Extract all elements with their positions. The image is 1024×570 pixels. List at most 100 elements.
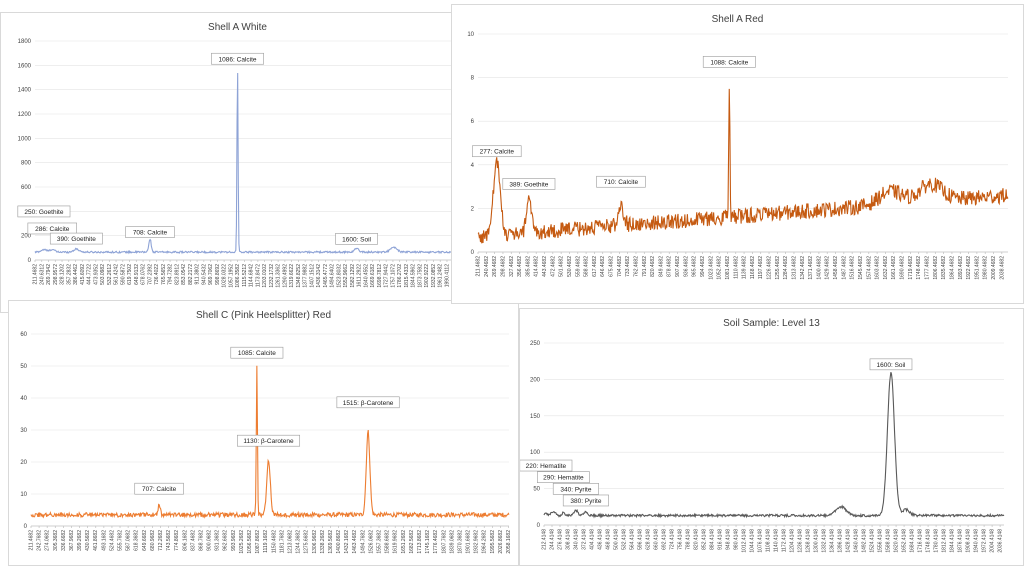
peak-annotation: 1085: Calcite: [230, 346, 284, 359]
x-tick-label: 1582.1292: [350, 264, 356, 288]
x-tick-label: 269.4682: [492, 256, 498, 277]
peak-annotation: 277: Calcite: [472, 145, 522, 158]
x-tick-label: 1932.9682: [474, 530, 480, 554]
x-tick-label: 762.4682: [633, 256, 639, 277]
y-tick-label: 20: [20, 460, 27, 466]
peak-annotation: 340: Pyrite: [552, 483, 599, 495]
x-tick-label: 618.3682: [134, 530, 140, 551]
annotation-box: [502, 178, 556, 190]
x-tick-label: 1494.6402: [330, 264, 336, 288]
x-tick-label: 274.0682: [45, 530, 51, 551]
y-tick-label: 50: [533, 487, 540, 493]
x-tick-label: 1492.4148: [862, 529, 868, 553]
x-tick-label: 675.4682: [609, 256, 615, 277]
x-tick-label: 1870.3682: [457, 530, 463, 554]
x-tick-label: 559.4682: [575, 256, 581, 277]
x-tick-label: 733.4682: [625, 256, 631, 277]
x-tick-label: 357.2832: [66, 264, 72, 285]
x-tick-label: 1661.4682: [891, 256, 897, 280]
x-tick-label: 1545.4682: [858, 256, 864, 280]
x-tick-label: 444.7722: [87, 264, 93, 285]
annotation-box: [49, 232, 103, 245]
x-tick-label: 1748.4682: [916, 256, 922, 280]
x-tick-label: 1244.3682: [296, 530, 302, 554]
series-line: [477, 88, 1009, 244]
annotation-label: 710: Calcite: [604, 179, 639, 186]
x-tick-label: 501.4682: [559, 256, 565, 277]
peak-annotation: 389: Goethite: [502, 178, 556, 190]
x-tick-label: 1557.3682: [377, 530, 383, 554]
y-tick-label: 250: [530, 341, 541, 347]
x-tick-label: 765.5652: [161, 264, 167, 285]
x-tick-label: 530.4682: [567, 256, 573, 277]
x-tick-label: 1284.4682: [783, 256, 789, 280]
x-tick-label: 1961.2482: [438, 264, 444, 288]
x-tick-label: 1168.4682: [750, 256, 756, 279]
x-tick-label: 1487.4682: [841, 256, 847, 280]
x-tick-label: 1432.1682: [344, 530, 350, 554]
x-tick-label: 1197.4682: [758, 256, 764, 279]
peak-annotation: 380: Pyrite: [562, 494, 609, 507]
annotation-box: [869, 358, 913, 371]
x-tick-label: 1204.4148: [790, 529, 796, 553]
x-tick-label: 882.2172: [188, 264, 194, 285]
x-tick-label: 588.4682: [584, 256, 590, 277]
x-tick-label: 1150.4682: [271, 530, 277, 553]
annotation-label: 1515: β-Carotene: [343, 400, 394, 407]
x-tick-label: 1338.2682: [320, 530, 326, 554]
x-tick-label: 336.6682: [61, 530, 67, 551]
chart-svg: Shell A White020040060080010001200140016…: [17, 22, 464, 288]
x-tick-label: 1516.4682: [850, 256, 856, 280]
y-tick-label: 6: [471, 119, 475, 125]
x-tick-label: 436.4148: [598, 529, 604, 550]
x-tick-label: 503.0982: [100, 264, 106, 285]
x-tick-label: 837.4682: [190, 530, 196, 551]
x-tick-label: 791.4682: [642, 256, 648, 277]
x-tick-label: 724.4148: [670, 529, 676, 550]
x-tick-label: 680.9682: [150, 530, 156, 551]
annotation-box: [17, 205, 71, 218]
x-tick-label: 1108.4148: [766, 529, 772, 552]
x-tick-label: 900.0682: [207, 530, 213, 551]
annotation-label: 1600: Soil: [342, 236, 371, 243]
annotation-label: 390: Goethite: [57, 236, 96, 243]
x-tick-label: 712.2682: [158, 530, 164, 551]
x-tick-label: 1526.0682: [368, 530, 374, 554]
chart-title: Shell A White: [208, 22, 267, 33]
x-tick-label: 1460.4148: [854, 529, 860, 553]
annotation-label: 1088: Calcite: [710, 59, 748, 66]
x-tick-label: 1588.6682: [385, 530, 391, 554]
x-tick-label: 969.7062: [208, 264, 214, 285]
x-tick-label: 1087.8682: [255, 530, 261, 554]
x-tick-label: 461.8682: [93, 530, 99, 551]
x-tick-label: 1748.4148: [926, 529, 932, 553]
x-tick-label: 1588.4148: [886, 529, 892, 553]
x-tick-label: 1980.4682: [983, 256, 989, 280]
annotation-label: 340: Pyrite: [560, 486, 591, 493]
y-tick-label: 0: [24, 524, 28, 530]
x-tick-label: 590.5872: [120, 264, 126, 285]
x-tick-label: 1524.4148: [870, 529, 876, 553]
annotation-box: [237, 434, 301, 447]
x-tick-label: 936.4682: [683, 256, 689, 277]
x-tick-label: 305.3682: [53, 530, 59, 551]
x-tick-label: 269.7942: [46, 264, 52, 285]
chart-panel-shell-a-red: Shell A Red 0 2 4 6 8 10 211.4682 240.4682 269.46…: [451, 4, 1024, 304]
x-tick-label: 1110.4682: [733, 256, 739, 279]
chart-title: Shell C (Pink Heelsplitter) Red: [196, 310, 331, 321]
series-line: [30, 365, 510, 520]
x-tick-label: 1052.4682: [717, 256, 723, 280]
x-tick-label: 1844.5962: [411, 264, 417, 288]
x-tick-label: 1682.5682: [409, 530, 415, 554]
x-tick-label: 415.6092: [80, 264, 86, 285]
x-tick-label: 1400.8682: [336, 530, 342, 554]
x-tick-label: 998.8692: [215, 264, 221, 285]
x-tick-label: 1371.4682: [808, 256, 814, 280]
annotation-box: [211, 52, 264, 65]
x-tick-label: 1902.9222: [424, 264, 430, 288]
chart-svg: Shell C (Pink Heelsplitter) Red 0 10 20 30 40…: [20, 310, 512, 554]
series-line: [34, 72, 462, 255]
x-tick-label: 1319.6622: [289, 264, 295, 288]
x-tick-label: 564.4148: [630, 529, 636, 550]
x-tick-label: 1268.4148: [806, 529, 812, 553]
